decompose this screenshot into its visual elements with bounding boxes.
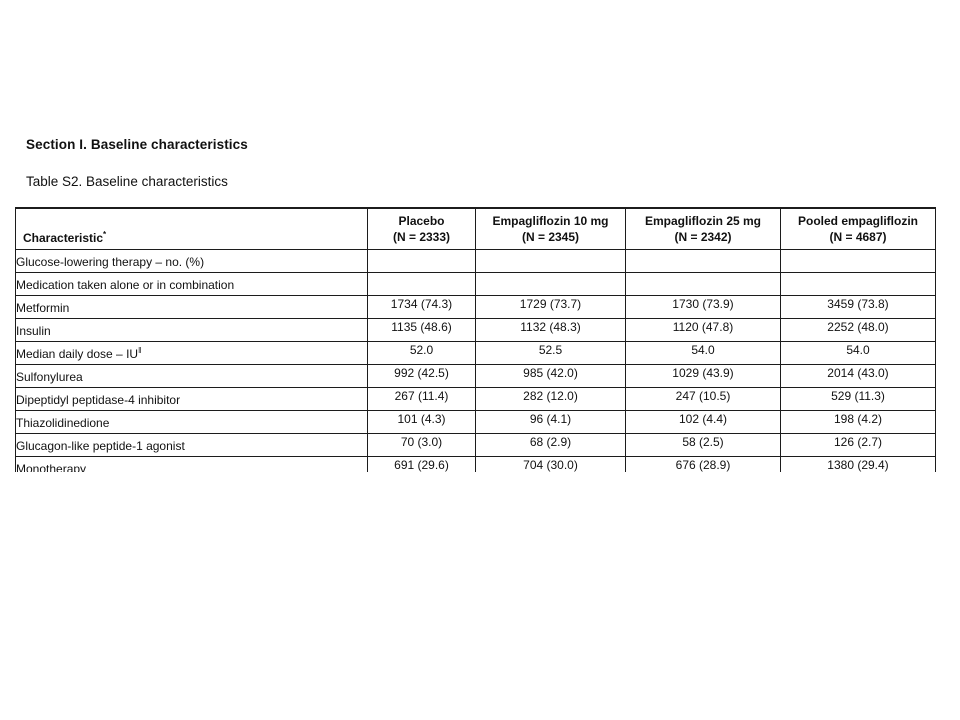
table-row: Insulin 1135 (48.6) 1132 (48.3) 1120 (47… — [15, 318, 936, 342]
table-row: Metformin 1734 (74.3) 1729 (73.7) 1730 (… — [15, 295, 936, 319]
cell-value: 2252 (48.0) — [780, 318, 936, 342]
row-label: Insulin — [15, 318, 368, 342]
cell-value: 101 (4.3) — [367, 410, 476, 434]
row-label: Dipeptidyl peptidase-4 inhibitor — [15, 387, 368, 411]
row-label: Median daily dose – IU‖ — [15, 341, 368, 365]
cell-value: 1734 (74.3) — [367, 295, 476, 319]
section-heading: Section I. Baseline characteristics — [26, 137, 248, 152]
cell-value — [780, 249, 936, 273]
header-row: Characteristic* Placebo (N = 2333) Empagl… — [15, 207, 936, 250]
cell-value — [367, 249, 476, 273]
cell-value: 70 (3.0) — [367, 433, 476, 457]
cell-value: 1380 (29.4) — [780, 456, 936, 472]
cell-value — [475, 249, 626, 273]
table-title: Table S2. Baseline characteristics — [26, 174, 228, 189]
cell-value: 58 (2.5) — [625, 433, 781, 457]
cell-value: 198 (4.2) — [780, 410, 936, 434]
cell-value: 1132 (48.3) — [475, 318, 626, 342]
row-label: Glucose-lowering therapy – no. (%) — [15, 249, 368, 273]
cell-value: 704 (30.0) — [475, 456, 626, 472]
cell-value — [780, 272, 936, 296]
table-row: Sulfonylurea 992 (42.5) 985 (42.0) 1029 … — [15, 364, 936, 388]
table-row: Glucose-lowering therapy – no. (%) — [15, 249, 936, 273]
cell-value: 529 (11.3) — [780, 387, 936, 411]
cell-value: 96 (4.1) — [475, 410, 626, 434]
table-row: Dipeptidyl peptidase-4 inhibitor 267 (11… — [15, 387, 936, 411]
cell-value: 247 (10.5) — [625, 387, 781, 411]
table-header: Characteristic* Placebo (N = 2333) Empagl… — [15, 207, 936, 250]
cell-value: 126 (2.7) — [780, 433, 936, 457]
cell-value: 54.0 — [780, 341, 936, 365]
footnote-marker: * — [103, 230, 107, 239]
cell-value: 691 (29.6) — [367, 456, 476, 472]
cell-value: 68 (2.9) — [475, 433, 626, 457]
footnote-marker: ‖ — [138, 346, 142, 355]
cell-value — [475, 272, 626, 296]
row-label: Thiazolidinedione — [15, 410, 368, 434]
table-body: Glucose-lowering therapy – no. (%) Medic… — [15, 249, 936, 472]
cell-value — [625, 272, 781, 296]
cell-value: 1729 (73.7) — [475, 295, 626, 319]
row-label: Metformin — [15, 295, 368, 319]
cell-value: 267 (11.4) — [367, 387, 476, 411]
cell-value: 985 (42.0) — [475, 364, 626, 388]
table-row: Thiazolidinedione 101 (4.3) 96 (4.1) 102… — [15, 410, 936, 434]
table-row: Monotherapy 691 (29.6) 704 (30.0) 676 (2… — [15, 456, 936, 472]
header-empagliflozin-25mg: Empagliflozin 25 mg (N = 2342) — [625, 207, 781, 250]
row-label: Sulfonylurea — [15, 364, 368, 388]
cell-value: 992 (42.5) — [367, 364, 476, 388]
baseline-characteristics-table: Characteristic* Placebo (N = 2333) Empagl… — [15, 207, 936, 472]
cell-value: 102 (4.4) — [625, 410, 781, 434]
header-pooled-empagliflozin: Pooled empagliflozin (N = 4687) — [780, 207, 936, 250]
header-placebo: Placebo (N = 2333) — [367, 207, 476, 250]
row-label: Glucagon-like peptide-1 agonist — [15, 433, 368, 457]
row-label: Medication taken alone or in combination — [15, 272, 368, 296]
cell-value — [367, 272, 476, 296]
cell-value — [625, 249, 781, 273]
cell-value: 52.5 — [475, 341, 626, 365]
cell-value: 282 (12.0) — [475, 387, 626, 411]
baseline-characteristics-table-container: Characteristic* Placebo (N = 2333) Empagl… — [15, 207, 936, 472]
header-characteristic: Characteristic* — [15, 207, 368, 250]
header-empagliflozin-10mg: Empagliflozin 10 mg (N = 2345) — [475, 207, 626, 250]
cell-value: 54.0 — [625, 341, 781, 365]
cell-value: 2014 (43.0) — [780, 364, 936, 388]
table-row: Medication taken alone or in combination — [15, 272, 936, 296]
cell-value: 52.0 — [367, 341, 476, 365]
cell-value: 1730 (73.9) — [625, 295, 781, 319]
cell-value: 1135 (48.6) — [367, 318, 476, 342]
cell-value: 1120 (47.8) — [625, 318, 781, 342]
cell-value: 1029 (43.9) — [625, 364, 781, 388]
table-row: Median daily dose – IU‖ 52.0 52.5 54.0 5… — [15, 341, 936, 365]
table-row: Glucagon-like peptide-1 agonist 70 (3.0)… — [15, 433, 936, 457]
cell-value: 3459 (73.8) — [780, 295, 936, 319]
cell-value: 676 (28.9) — [625, 456, 781, 472]
row-label: Monotherapy — [15, 456, 368, 472]
